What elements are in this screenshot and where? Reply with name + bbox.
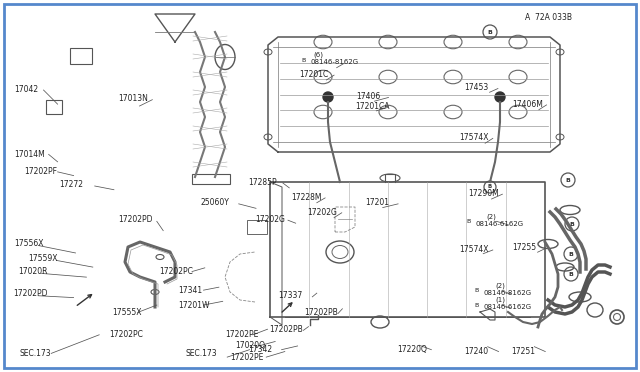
Text: 17201: 17201 — [365, 198, 388, 207]
Text: B: B — [488, 29, 492, 35]
Text: 17406M: 17406M — [512, 100, 543, 109]
Text: 17574X: 17574X — [459, 245, 488, 254]
Text: 17337: 17337 — [278, 291, 303, 300]
Text: 17341: 17341 — [178, 286, 202, 295]
Text: B: B — [474, 302, 478, 308]
Circle shape — [323, 92, 333, 102]
Text: 08146-6162G: 08146-6162G — [484, 304, 532, 310]
Text: 17202PE: 17202PE — [230, 353, 264, 362]
Text: 17555X: 17555X — [112, 308, 141, 317]
Bar — [70, 48, 92, 64]
Text: 25060Y: 25060Y — [200, 198, 229, 207]
Text: 17220Q: 17220Q — [397, 345, 427, 354]
Text: 17202G: 17202G — [255, 215, 285, 224]
Text: 17202PD: 17202PD — [13, 289, 47, 298]
Text: 17202PC: 17202PC — [159, 267, 193, 276]
Text: B: B — [568, 251, 573, 257]
Text: 17202G: 17202G — [307, 208, 337, 217]
Text: B: B — [301, 58, 305, 63]
Text: 17290M: 17290M — [468, 189, 499, 198]
Text: 17013N: 17013N — [118, 94, 148, 103]
Text: 08146-8162G: 08146-8162G — [310, 60, 358, 65]
Text: 17272: 17272 — [59, 180, 83, 189]
Circle shape — [495, 92, 505, 102]
Text: 17251: 17251 — [511, 347, 535, 356]
Text: 17240: 17240 — [465, 347, 489, 356]
Text: 17202PC: 17202PC — [109, 330, 143, 339]
Text: B: B — [568, 272, 573, 276]
Text: 17020Q: 17020Q — [236, 341, 266, 350]
Text: 17559X: 17559X — [28, 254, 58, 263]
Text: 17574X: 17574X — [459, 133, 488, 142]
Text: 08146-6162G: 08146-6162G — [476, 221, 524, 227]
Text: 17014M: 17014M — [14, 150, 45, 159]
Text: 17285P: 17285P — [248, 178, 277, 187]
Text: 17453: 17453 — [464, 83, 488, 92]
Text: (1): (1) — [495, 296, 506, 303]
Text: B: B — [474, 288, 478, 294]
Bar — [46, 100, 62, 114]
Text: 17406: 17406 — [356, 92, 380, 101]
Text: B: B — [566, 177, 570, 183]
Text: 17342: 17342 — [248, 345, 273, 354]
Text: 17202PD: 17202PD — [118, 215, 153, 224]
Text: 17255: 17255 — [512, 243, 536, 252]
Text: (2): (2) — [486, 213, 496, 220]
Text: SEC.173: SEC.173 — [186, 349, 217, 358]
Text: 17202PF: 17202PF — [24, 167, 58, 176]
Text: 17201C: 17201C — [300, 70, 329, 79]
Text: 17202PB: 17202PB — [305, 308, 339, 317]
Text: B: B — [467, 219, 470, 224]
Text: 17202PE: 17202PE — [225, 330, 259, 339]
Text: 17556X: 17556X — [14, 239, 44, 248]
Text: B: B — [570, 221, 575, 227]
Text: 17201CA: 17201CA — [355, 102, 390, 110]
Bar — [247, 220, 267, 234]
Text: 08146-8162G: 08146-8162G — [484, 290, 532, 296]
Text: 17201W: 17201W — [178, 301, 209, 310]
Text: SEC.173: SEC.173 — [19, 349, 51, 358]
Text: 17042: 17042 — [14, 85, 38, 94]
Text: (2): (2) — [495, 282, 505, 289]
Text: A  72A 033B: A 72A 033B — [525, 13, 572, 22]
Bar — [192, 174, 230, 184]
Text: 17202PB: 17202PB — [269, 325, 303, 334]
Text: 17020R: 17020R — [18, 267, 47, 276]
Text: (6): (6) — [314, 52, 324, 58]
Text: B: B — [488, 185, 492, 189]
Text: 17228M: 17228M — [291, 193, 322, 202]
